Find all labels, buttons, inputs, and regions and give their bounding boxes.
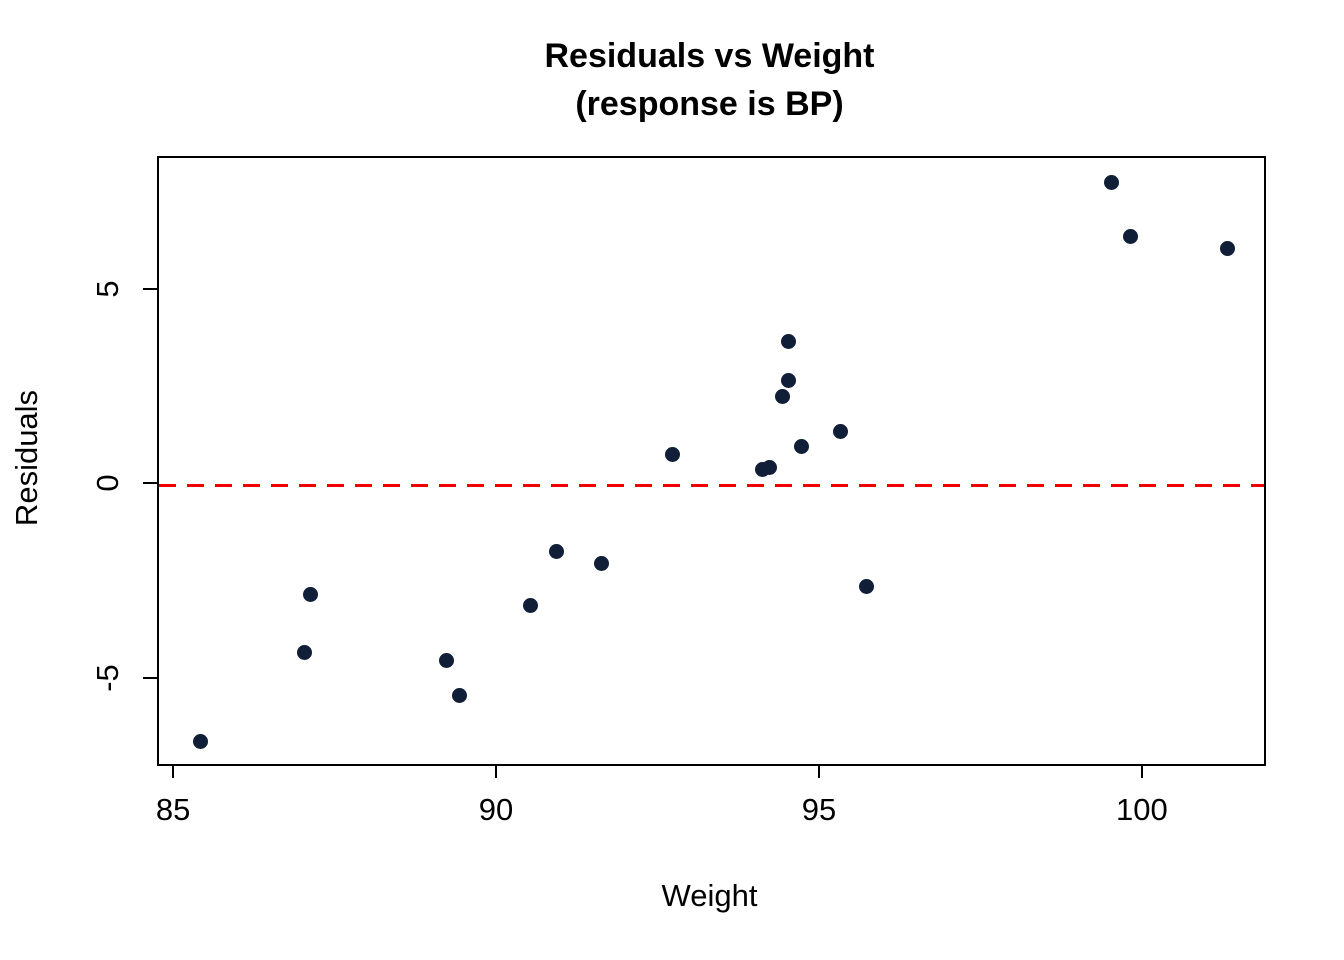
- data-point: [303, 586, 319, 602]
- data-point: [781, 334, 797, 350]
- x-tick-mark: [495, 764, 498, 778]
- data-point: [761, 460, 777, 476]
- x-axis-label: Weight: [661, 878, 758, 913]
- data-point: [548, 544, 564, 559]
- data-point: [664, 446, 680, 462]
- x-tick-mark: [817, 764, 820, 778]
- y-tick-mark: [143, 288, 157, 291]
- data-point: [451, 687, 467, 703]
- plot-area: [157, 156, 1266, 766]
- data-point: [794, 439, 810, 455]
- x-tick-mark: [1140, 764, 1143, 778]
- data-point: [1123, 229, 1139, 245]
- data-point: [193, 734, 209, 750]
- zero-reference-line: [159, 483, 1264, 487]
- y-tick-label: 0: [90, 474, 125, 493]
- data-point: [296, 645, 312, 660]
- x-tick-label: 85: [155, 792, 191, 827]
- data-point: [593, 555, 609, 571]
- data-point: [1104, 174, 1120, 190]
- x-tick-label: 90: [478, 792, 514, 827]
- data-point: [858, 578, 874, 594]
- y-tick-label: 5: [90, 280, 125, 298]
- data-point: [1220, 241, 1236, 256]
- data-point: [438, 652, 454, 668]
- chart-title-line2: (response is BP): [575, 85, 844, 123]
- x-tick-mark: [172, 764, 175, 778]
- chart-title: Residuals vs Weight (response is BP): [157, 32, 1262, 128]
- y-axis-label: Residuals: [9, 389, 44, 527]
- x-tick-label: 100: [1116, 792, 1168, 827]
- data-point: [522, 598, 538, 614]
- y-tick-mark: [143, 482, 157, 485]
- x-tick-label: 95: [801, 792, 837, 827]
- y-tick-mark: [143, 676, 157, 679]
- chart-title-line1: Residuals vs Weight: [544, 37, 875, 75]
- data-point: [781, 373, 797, 389]
- y-tick-label: -5: [90, 663, 125, 692]
- data-point: [832, 423, 848, 439]
- data-point: [774, 388, 790, 404]
